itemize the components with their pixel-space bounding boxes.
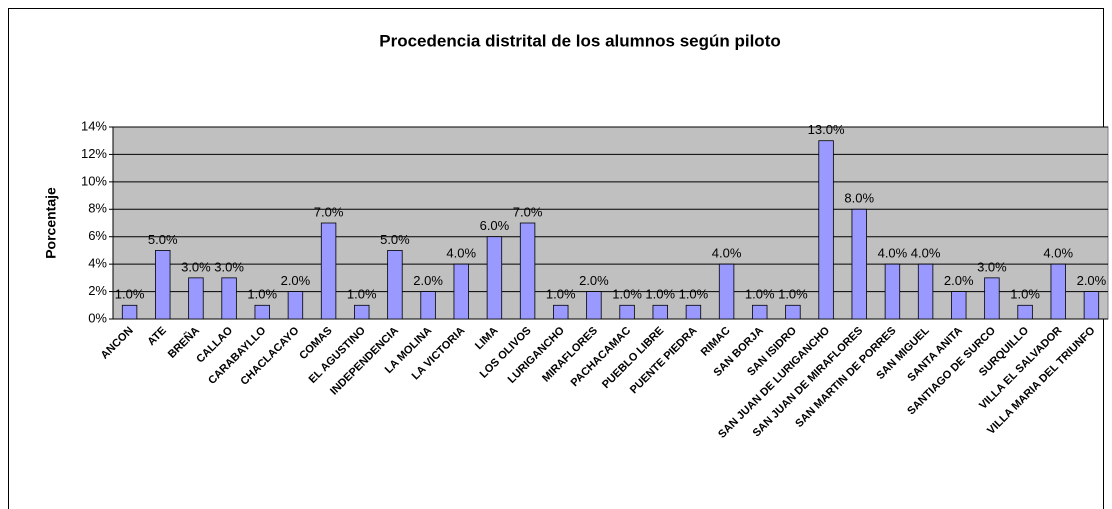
data-label: 2.0% (944, 273, 974, 288)
chart-title: Procedencia distrital de los alumnos seg… (379, 31, 780, 50)
bar (221, 277, 237, 320)
bar (951, 291, 967, 320)
data-label: 2.0% (579, 273, 609, 288)
bar (287, 291, 304, 320)
data-label: 1.0% (645, 287, 675, 302)
data-label: 6.0% (480, 218, 510, 233)
y-tick-label: 12% (81, 146, 107, 161)
bar (188, 277, 204, 320)
data-label: 5.0% (380, 232, 410, 247)
bar (818, 140, 834, 320)
data-label: 7.0% (314, 204, 344, 219)
bar (619, 304, 635, 320)
bar (1083, 291, 1100, 320)
bar (354, 304, 370, 320)
data-label: 2.0% (413, 273, 443, 288)
bar (320, 222, 337, 320)
bar (420, 291, 436, 320)
bar (785, 304, 801, 320)
y-axis-label: Porcentaje (43, 187, 59, 259)
bar (254, 304, 270, 320)
bar (486, 236, 503, 320)
bar (519, 222, 536, 320)
data-label: 5.0% (148, 232, 178, 247)
data-label: 1.0% (745, 287, 775, 302)
data-label: 1.0% (778, 287, 808, 302)
y-tick-label: 4% (88, 256, 107, 271)
data-label: 4.0% (911, 246, 941, 261)
bar (155, 250, 171, 320)
y-tick-label: 6% (88, 228, 107, 243)
bar (851, 208, 867, 320)
y-tick-label: 0% (88, 310, 107, 325)
bar (121, 304, 138, 320)
bar (1050, 263, 1066, 320)
data-label: 1.0% (347, 287, 377, 302)
bar (685, 304, 702, 320)
data-label: 1.0% (612, 287, 642, 302)
bar (387, 250, 403, 320)
data-label: 2.0% (281, 273, 311, 288)
data-label: 4.0% (1043, 246, 1073, 261)
data-label: 3.0% (214, 259, 244, 274)
data-label: 1.0% (115, 287, 145, 302)
data-label: 1.0% (247, 287, 277, 302)
bar (1017, 304, 1033, 320)
data-label: 1.0% (679, 287, 709, 302)
bar (752, 304, 768, 320)
bar (453, 263, 469, 320)
y-tick-label: 8% (88, 201, 107, 216)
data-label: 2.0% (1077, 273, 1107, 288)
y-tick-label: 10% (81, 173, 107, 188)
data-label: 4.0% (446, 246, 476, 261)
bar (917, 263, 934, 320)
data-label: 3.0% (181, 259, 211, 274)
bar (718, 263, 735, 320)
bar (586, 291, 602, 320)
data-label: 4.0% (878, 246, 908, 261)
bar (553, 304, 569, 320)
bar (984, 277, 1000, 320)
data-label: 1.0% (1010, 287, 1040, 302)
y-tick-label: 2% (88, 283, 107, 298)
plot-area (112, 126, 1109, 320)
data-label: 4.0% (712, 246, 742, 261)
data-label: 7.0% (513, 204, 543, 219)
data-label: 13.0% (808, 122, 845, 137)
bar (652, 304, 668, 320)
y-tick-label: 14% (81, 118, 107, 133)
bar (884, 263, 901, 320)
data-label: 8.0% (844, 191, 874, 206)
data-label: 3.0% (977, 259, 1007, 274)
data-label: 1.0% (546, 287, 576, 302)
